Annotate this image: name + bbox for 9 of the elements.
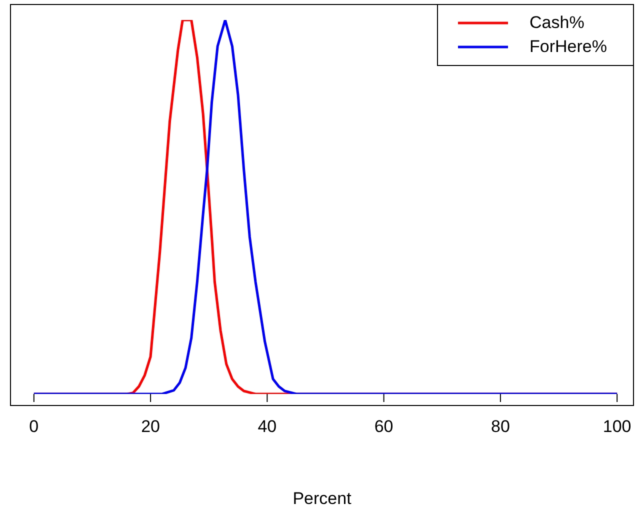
legend-label: ForHere% — [530, 37, 607, 57]
x-tick-label: 60 — [374, 417, 394, 436]
x-tick-label: 80 — [490, 417, 510, 436]
x-axis-title: Percent — [292, 489, 352, 508]
x-tick-label: 20 — [141, 417, 160, 436]
x-tick-label: 100 — [602, 417, 632, 436]
legend-label: Cash% — [530, 13, 584, 33]
x-tick-label: 0 — [29, 417, 39, 436]
x-tick-label: 40 — [258, 417, 277, 436]
